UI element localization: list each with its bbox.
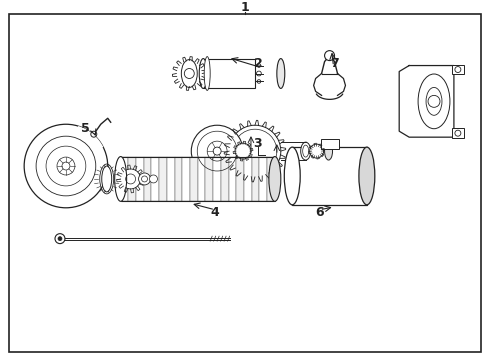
Text: 3: 3 bbox=[254, 137, 262, 150]
Bar bbox=[213, 157, 221, 201]
Bar bbox=[174, 157, 182, 201]
Text: 4: 4 bbox=[211, 206, 220, 219]
Circle shape bbox=[257, 80, 261, 83]
Ellipse shape bbox=[199, 59, 207, 89]
Bar bbox=[252, 157, 259, 201]
Ellipse shape bbox=[181, 59, 197, 87]
Circle shape bbox=[55, 234, 65, 244]
Ellipse shape bbox=[204, 57, 210, 90]
Bar bbox=[136, 157, 144, 201]
Bar bbox=[320, 139, 339, 149]
Bar bbox=[151, 157, 159, 201]
Circle shape bbox=[324, 51, 335, 60]
Text: 2: 2 bbox=[253, 57, 262, 70]
Bar bbox=[128, 157, 136, 201]
Text: 7: 7 bbox=[330, 57, 339, 70]
Ellipse shape bbox=[102, 166, 112, 192]
Bar bbox=[229, 157, 236, 201]
Bar bbox=[182, 157, 190, 201]
Circle shape bbox=[91, 131, 97, 137]
Bar bbox=[198, 157, 205, 201]
Circle shape bbox=[24, 124, 108, 208]
Bar bbox=[121, 157, 275, 201]
Bar bbox=[221, 157, 229, 201]
Bar bbox=[452, 64, 464, 75]
Text: 1: 1 bbox=[241, 1, 249, 14]
Ellipse shape bbox=[277, 59, 285, 89]
Ellipse shape bbox=[269, 157, 281, 201]
Bar bbox=[244, 157, 252, 201]
Circle shape bbox=[257, 71, 261, 76]
Bar bbox=[267, 157, 275, 201]
Text: 5: 5 bbox=[81, 122, 90, 135]
Bar bbox=[205, 157, 213, 201]
Bar bbox=[144, 157, 151, 201]
Ellipse shape bbox=[284, 147, 300, 205]
Circle shape bbox=[235, 143, 251, 159]
Circle shape bbox=[121, 169, 141, 189]
Bar bbox=[236, 157, 244, 201]
Ellipse shape bbox=[324, 142, 333, 160]
Circle shape bbox=[310, 144, 323, 158]
Circle shape bbox=[229, 125, 281, 177]
Circle shape bbox=[139, 173, 150, 185]
Bar bbox=[259, 157, 267, 201]
Polygon shape bbox=[399, 66, 454, 137]
Ellipse shape bbox=[301, 142, 311, 160]
Circle shape bbox=[149, 175, 157, 183]
Bar bbox=[167, 157, 174, 201]
Bar bbox=[203, 59, 255, 89]
Circle shape bbox=[58, 237, 62, 240]
Bar bbox=[190, 157, 198, 201]
Circle shape bbox=[257, 64, 261, 67]
Circle shape bbox=[191, 125, 243, 177]
Bar bbox=[121, 157, 128, 201]
Text: 6: 6 bbox=[315, 206, 324, 219]
Ellipse shape bbox=[359, 147, 375, 205]
Bar bbox=[292, 147, 367, 205]
Circle shape bbox=[233, 129, 277, 173]
Bar bbox=[159, 157, 167, 201]
Bar bbox=[452, 128, 464, 138]
Ellipse shape bbox=[115, 157, 126, 201]
